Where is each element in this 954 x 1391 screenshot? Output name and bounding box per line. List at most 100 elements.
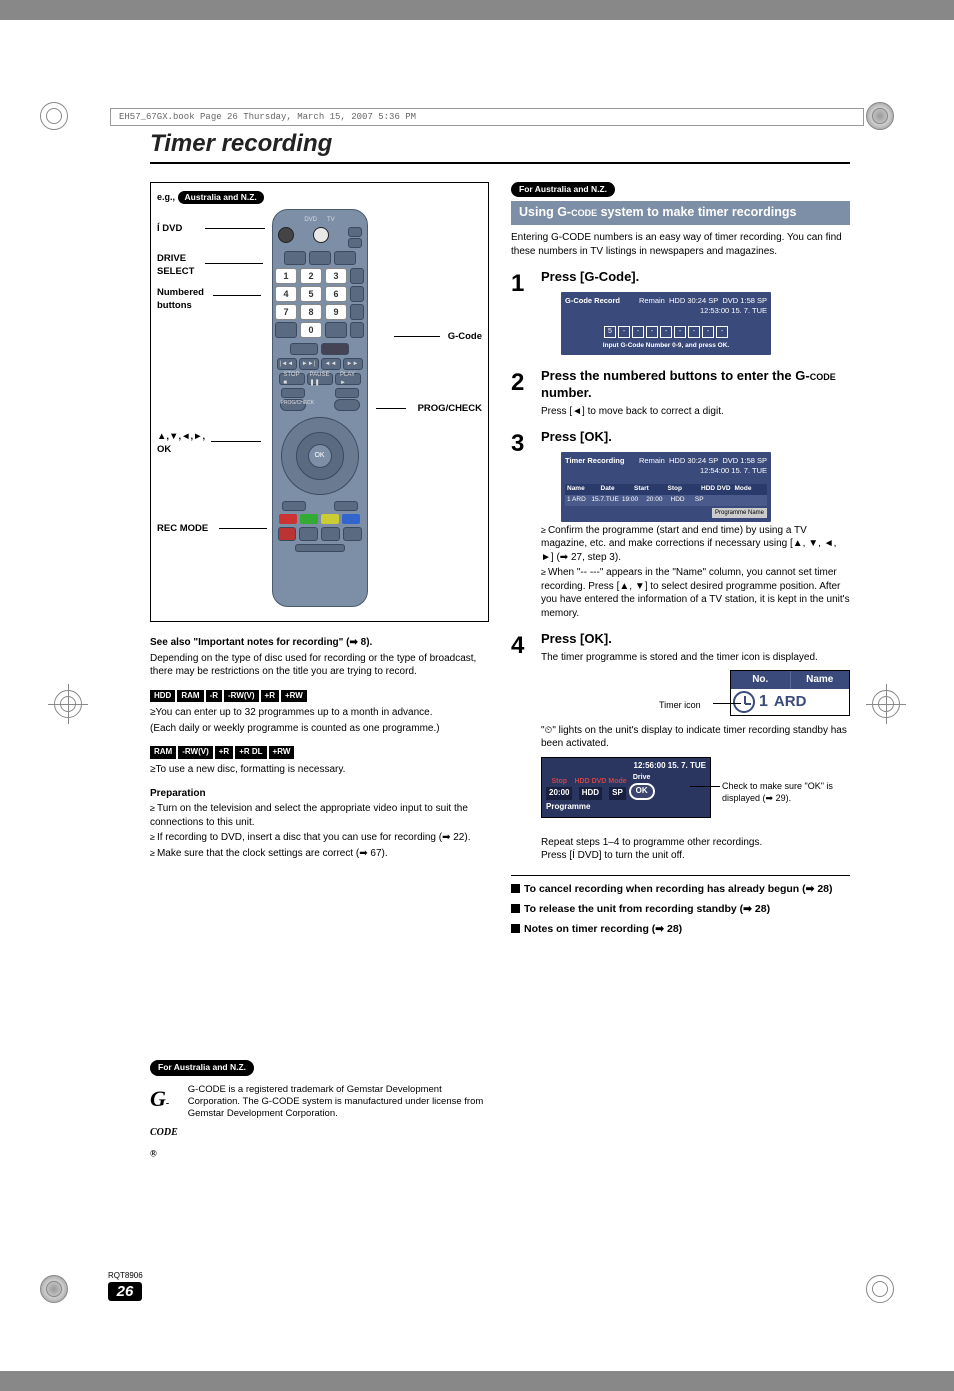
status-button[interactable] [343,527,362,541]
status-drive: HDD [579,787,602,800]
step3-note-item: When "-- ---" appears in the "Name" colu… [541,566,850,620]
ch-button[interactable] [350,322,364,338]
step-number: 4 [511,630,531,662]
return-button[interactable] [334,501,358,511]
num-0-button[interactable]: 0 [300,322,322,338]
media-badge: -R [206,690,222,703]
endnote: To cancel recording when recording has a… [511,882,850,896]
left-column: e.g., Australia and N.Z. Í DVD DRIVESELE… [150,182,489,1173]
status-stop: 20:00 [546,787,572,800]
vol-up-button[interactable] [348,227,362,237]
drive-select-button[interactable] [284,251,306,265]
osd-gcode-entry: G-Code Record Remain HDD 30:24 SP DVD 1:… [561,292,771,355]
file-header: EH57_67GX.book Page 26 Thursday, March 1… [110,108,864,126]
num-7-button[interactable]: 7 [275,304,297,320]
ch-button[interactable] [350,286,364,302]
osd-digit: - [688,326,700,338]
osd-td-cell: 20:00 [646,496,667,505]
rec-button[interactable] [278,527,297,541]
f-rec-button[interactable] [321,527,340,541]
media-badge: -RW(V) [178,746,213,759]
yellow-button[interactable] [321,514,339,524]
option-button[interactable] [282,501,306,511]
exit-button[interactable] [335,388,359,398]
col-no: No. [731,671,791,689]
blue-button[interactable] [342,514,360,524]
num-blank-button[interactable] [275,322,297,338]
num-1-button[interactable]: 1 [275,268,297,284]
right-column: For Australia and N.Z. Using G-code syst… [511,182,850,1173]
remote-diagram: e.g., Australia and N.Z. Í DVD DRIVESELE… [150,182,489,622]
eg-label: e.g., Australia and N.Z. [157,192,264,202]
timer-icon-label: Timer icon [659,699,701,711]
ok-button[interactable]: OK [308,444,332,468]
num-9-button[interactable]: 9 [325,304,347,320]
direct-nav-button[interactable] [334,399,360,411]
num-5-button[interactable]: 5 [300,286,322,302]
num-3-button[interactable]: 3 [325,268,347,284]
nav-wheel[interactable]: OK [281,417,359,495]
media-badges-2: RAM-RW(V)+R+R DL+RW [150,745,489,759]
nav-pad[interactable]: OK [296,432,344,480]
num-blank-button[interactable] [325,322,347,338]
red-button[interactable] [279,514,297,524]
media-badge: -RW(V) [224,690,259,703]
page-content: Timer recording e.g., Australia and N.Z.… [150,130,850,1173]
osd-digit: - [632,326,644,338]
doc-code: RQT8906 [108,1271,143,1280]
osd-digit: - [618,326,630,338]
osd-hint: Input G-Code Number 0-9, and press OK. [565,342,767,351]
osd-td-cell: 15.7.TUE [591,496,618,505]
crop-target-icon [54,690,82,718]
num-8-button[interactable]: 8 [300,304,322,320]
num-2-button[interactable]: 2 [300,268,322,284]
callout-drive-select: DRIVESELECT [157,253,194,279]
media-badge: +R DL [235,746,266,759]
skip-back-button[interactable]: |◄◄ [277,358,297,370]
gcode-button[interactable] [321,343,349,355]
osd-digit: - [702,326,714,338]
ch-button[interactable] [350,268,364,284]
name-panel: No. Name 1 ARD Timer icon [730,670,850,716]
crop-target-icon [40,102,68,130]
bottom-bar [295,544,345,552]
rec-mode-button[interactable] [299,527,318,541]
osd-th-cell: Mode [735,485,766,494]
ff-button[interactable]: ►► [343,358,363,370]
time-slip-button[interactable] [281,388,305,398]
media-badge: +R [215,746,233,759]
osd-digit: - [646,326,658,338]
skip-fwd-button[interactable]: ►►| [299,358,319,370]
aux-button[interactable] [334,251,356,265]
prog-check-button[interactable]: PROG/CHECK [280,399,306,411]
status-panel: 12:56:00 15. 7. TUE Stop 20:00 HDD DVD H… [541,757,711,818]
stop-button[interactable]: STOP■ [279,373,305,385]
note-32-programmes: ≥You can enter up to 32 programmes up to… [150,706,489,720]
osd-digit: 5 [604,326,616,338]
rew-button[interactable]: ◄◄ [321,358,341,370]
play-button[interactable]: PLAY► [335,373,361,385]
green-button[interactable] [300,514,318,524]
ch-button[interactable] [350,304,364,320]
osd-table-row: 1 ARD15.7.TUE19:0020:00HDDSP [565,495,767,506]
num-6-button[interactable]: 6 [325,286,347,302]
row-name: ARD [774,692,807,712]
vol-down-button[interactable] [348,238,362,248]
media-badge: HDD [150,690,175,703]
gcode-trademark-text: G-CODE is a registered trademark of Gems… [188,1084,489,1121]
step3-note-item: Confirm the programme (start and end tim… [541,524,850,565]
num-4-button[interactable]: 4 [275,286,297,302]
section-heading: Using G-code system to make timer record… [511,201,850,225]
media-badge: RAM [150,746,176,759]
pause-button[interactable]: PAUSE❚❚ [307,373,333,385]
anz-badge-left: For Australia and N.Z. [150,1060,254,1075]
power-tv-button[interactable] [313,227,329,243]
status-ok: OK [629,783,655,800]
see-also: See also "Important notes for recording"… [150,636,489,650]
step-text: Press [◄] to move back to correct a digi… [541,405,850,419]
av-button[interactable] [309,251,331,265]
delete-button[interactable] [290,343,318,355]
step-number: 3 [511,428,531,460]
step-number: 1 [511,268,531,300]
power-dvd-button[interactable] [278,227,294,243]
